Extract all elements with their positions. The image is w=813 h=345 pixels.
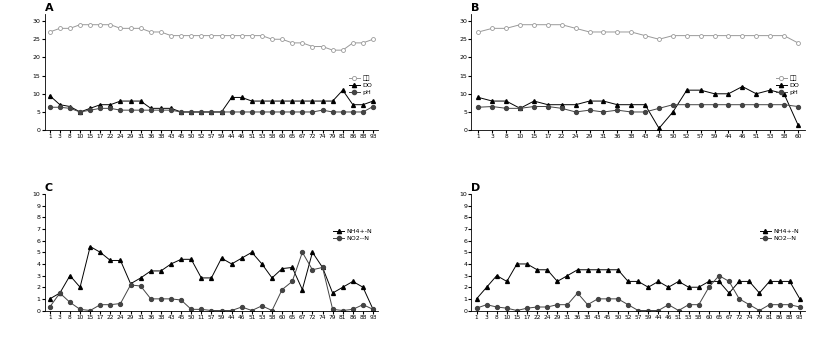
Text: A: A <box>45 3 54 13</box>
Text: D: D <box>472 184 480 193</box>
Legend: 수온, DO, pH: 수온, DO, pH <box>773 73 802 98</box>
Text: B: B <box>472 3 480 13</box>
Legend: NH4+-N, NO2--N: NH4+-N, NO2--N <box>757 226 802 244</box>
Legend: NH4+-N, NO2--N: NH4+-N, NO2--N <box>331 226 375 244</box>
Legend: 수온, DO, pH: 수온, DO, pH <box>346 73 375 98</box>
Text: C: C <box>45 184 53 193</box>
